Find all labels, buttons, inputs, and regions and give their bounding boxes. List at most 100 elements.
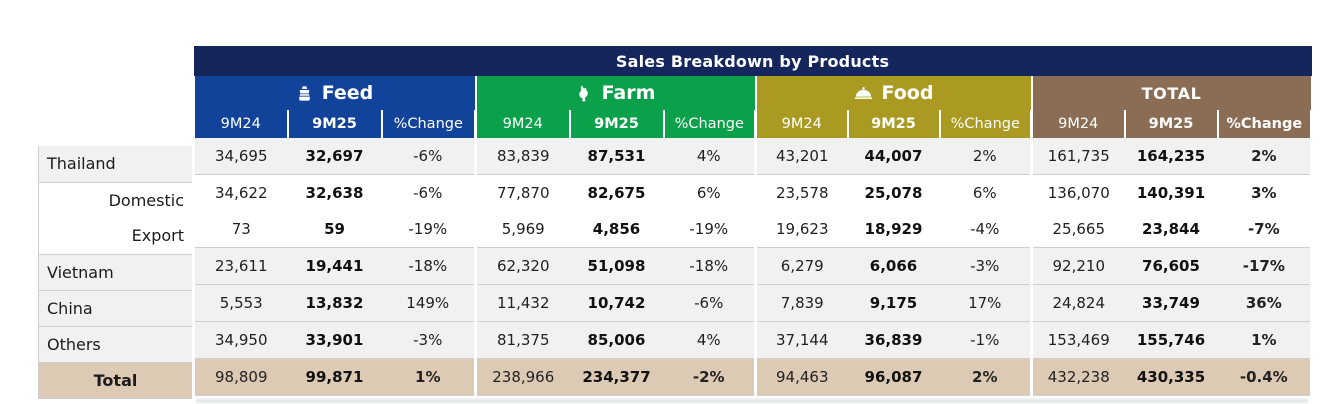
row-label-others: Others bbox=[38, 326, 192, 363]
cell-food-change: 6% bbox=[939, 174, 1033, 211]
subheader-feed-9m24: 9M24 bbox=[192, 110, 289, 138]
cell-food-9m25: 18,929 bbox=[847, 211, 940, 248]
cell-food-change: 17% bbox=[939, 284, 1033, 322]
row-label-column: Thailand Domestic Export Vietnam China Others… bbox=[38, 146, 192, 399]
row-label: Others bbox=[38, 326, 192, 363]
cell-farm-9m24: 11,432 bbox=[474, 284, 570, 322]
cell-food-9m25: 96,087 bbox=[847, 358, 940, 396]
subheader-food-9m24: 9M24 bbox=[754, 110, 849, 138]
cell-food-9m25: 6,066 bbox=[847, 247, 940, 285]
cell-food-change: 2% bbox=[939, 358, 1033, 396]
cell-feed-9m25: 33,901 bbox=[287, 321, 382, 359]
group-header-feed: Feed bbox=[192, 76, 477, 110]
cell-food-9m24: 37,144 bbox=[754, 321, 848, 359]
cell-feed-change: -3% bbox=[381, 321, 477, 359]
cell-feed-9m25: 99,871 bbox=[287, 358, 382, 396]
table-shadow bbox=[196, 399, 1308, 403]
cell-food-change: 2% bbox=[939, 138, 1033, 175]
cell-total-9m24: 432,238 bbox=[1030, 358, 1125, 396]
subheader-food-change: %Change bbox=[938, 110, 1033, 138]
feed-bag-icon bbox=[296, 85, 313, 102]
row-label: Vietnam bbox=[38, 254, 192, 291]
cell-food-9m24: 19,623 bbox=[754, 211, 848, 248]
subheader-farm-9m25: 9M25 bbox=[568, 110, 665, 138]
row-label: China bbox=[38, 290, 192, 327]
group-label-feed: Feed bbox=[321, 82, 374, 104]
cell-feed-change: -6% bbox=[381, 174, 477, 211]
cell-farm-9m24: 81,375 bbox=[474, 321, 570, 359]
cell-farm-9m24: 238,966 bbox=[474, 358, 570, 396]
cell-farm-9m25: 82,675 bbox=[569, 174, 664, 211]
cell-food-9m25: 44,007 bbox=[847, 138, 940, 175]
cell-farm-9m25: 85,006 bbox=[569, 321, 664, 359]
cell-food-9m24: 43,201 bbox=[754, 138, 848, 175]
cell-food-9m24: 23,578 bbox=[754, 174, 848, 211]
cell-farm-9m24: 5,969 bbox=[474, 211, 570, 248]
cell-farm-change: -2% bbox=[663, 358, 757, 396]
table-row: 34,695 32,697 -6% 83,839 87,531 4% 43,201 44,00… bbox=[192, 138, 1314, 175]
table-row: 98,809 99,871 1% 238,966 234,377 -2% 94,463 96,… bbox=[192, 358, 1314, 396]
cell-feed-9m25: 32,697 bbox=[287, 138, 382, 175]
table-row: 23,611 19,441 -18% 62,320 51,098 -18% 6,279 6,0… bbox=[192, 247, 1314, 285]
cell-feed-9m24: 5,553 bbox=[192, 284, 288, 322]
table-body: 34,695 32,697 -6% 83,839 87,531 4% 43,201 44,00… bbox=[192, 138, 1314, 396]
cell-food-change: -4% bbox=[939, 211, 1033, 248]
cell-farm-change: 4% bbox=[663, 321, 757, 359]
row-label-china: China bbox=[38, 290, 192, 327]
cell-total-change: -0.4% bbox=[1217, 358, 1314, 396]
cell-total-9m25: 430,335 bbox=[1124, 358, 1218, 396]
cell-feed-change: -19% bbox=[381, 211, 477, 248]
subheader-farm-9m24: 9M24 bbox=[474, 110, 571, 138]
cell-feed-9m24: 34,950 bbox=[192, 321, 288, 359]
cell-total-9m25: 23,844 bbox=[1124, 211, 1218, 248]
cell-feed-9m24: 73 bbox=[192, 211, 288, 248]
cell-feed-change: -6% bbox=[381, 138, 477, 175]
table-row: 73 59 -19% 5,969 4,856 -19% 19,623 18,929 -4% 25,… bbox=[192, 211, 1314, 248]
cell-total-9m24: 153,469 bbox=[1030, 321, 1125, 359]
subheader-food-9m25: 9M25 bbox=[846, 110, 941, 138]
cell-feed-9m24: 23,611 bbox=[192, 247, 288, 285]
cell-total-9m24: 136,070 bbox=[1030, 174, 1125, 211]
cell-feed-9m24: 34,695 bbox=[192, 138, 288, 175]
cell-farm-change: -18% bbox=[663, 247, 757, 285]
subheader-feed-change: %Change bbox=[380, 110, 477, 138]
cell-total-change: 1% bbox=[1217, 321, 1314, 359]
cell-food-9m25: 36,839 bbox=[847, 321, 940, 359]
chicken-icon bbox=[576, 84, 593, 103]
cell-farm-9m25: 234,377 bbox=[569, 358, 664, 396]
row-label: Total bbox=[38, 362, 192, 399]
page-title: Sales Breakdown by Products bbox=[193, 46, 1312, 76]
sales-breakdown-table: Sales Breakdown by Products Fe bbox=[192, 46, 1314, 396]
subheader-total-9m25: 9M25 bbox=[1123, 110, 1219, 138]
cell-farm-9m24: 62,320 bbox=[474, 247, 570, 285]
cell-food-9m24: 7,839 bbox=[754, 284, 848, 322]
cell-total-9m25: 140,391 bbox=[1124, 174, 1218, 211]
cell-total-9m25: 155,746 bbox=[1124, 321, 1218, 359]
cell-feed-9m25: 19,441 bbox=[287, 247, 382, 285]
cell-total-9m24: 25,665 bbox=[1030, 211, 1125, 248]
cell-farm-9m24: 77,870 bbox=[474, 174, 570, 211]
cell-farm-change: -19% bbox=[663, 211, 757, 248]
cell-feed-change: 149% bbox=[381, 284, 477, 322]
group-label-farm: Farm bbox=[601, 82, 656, 104]
cell-feed-9m24: 34,622 bbox=[192, 174, 288, 211]
group-header-total: TOTAL bbox=[1030, 76, 1313, 110]
row-label: Export bbox=[38, 218, 192, 255]
cell-total-9m25: 33,749 bbox=[1124, 284, 1218, 322]
cell-food-9m24: 94,463 bbox=[754, 358, 848, 396]
cell-total-9m24: 92,210 bbox=[1030, 247, 1125, 285]
cell-feed-9m25: 32,638 bbox=[287, 174, 382, 211]
cell-feed-change: -18% bbox=[381, 247, 477, 285]
row-label-vietnam: Vietnam bbox=[38, 254, 192, 291]
cell-food-9m25: 25,078 bbox=[847, 174, 940, 211]
group-header-farm: Farm bbox=[474, 76, 757, 110]
cell-feed-change: 1% bbox=[381, 358, 477, 396]
table-title-row: Sales Breakdown by Products bbox=[193, 46, 1312, 76]
row-label-thailand: Thailand bbox=[38, 146, 192, 183]
table-row: 34,622 32,638 -6% 77,870 82,675 6% 23,578 25,07… bbox=[192, 174, 1314, 211]
cell-food-change: -3% bbox=[939, 247, 1033, 285]
row-label-domestic: Domestic bbox=[38, 182, 192, 218]
group-header-row: Feed Farm bbox=[192, 76, 1313, 110]
cell-total-9m24: 161,735 bbox=[1030, 138, 1125, 175]
subheader-feed-9m25: 9M25 bbox=[286, 110, 383, 138]
